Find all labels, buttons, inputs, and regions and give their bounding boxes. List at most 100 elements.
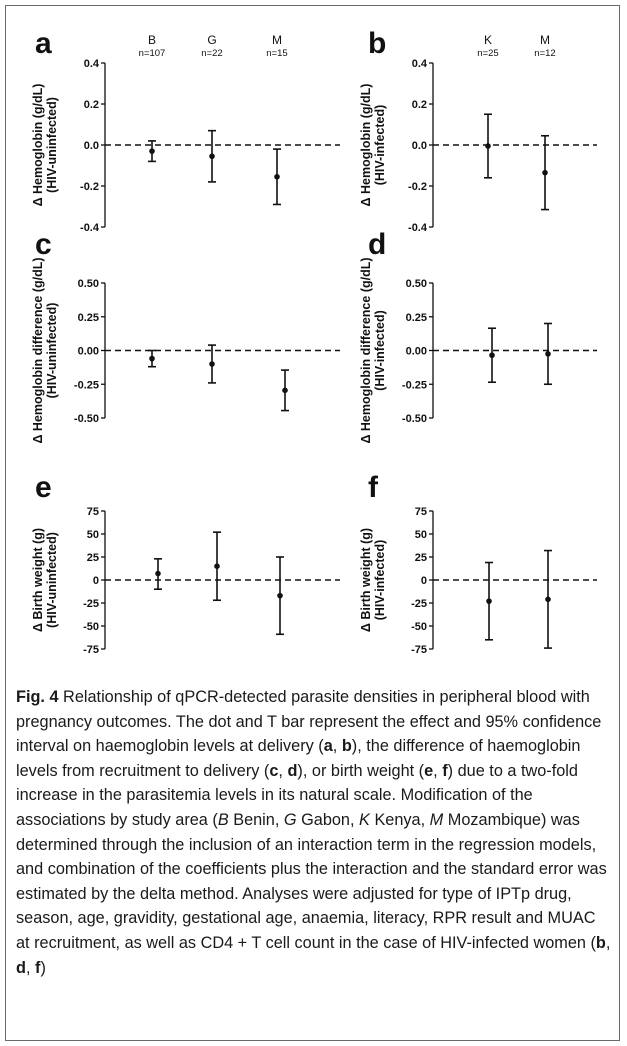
y-axis-label: Δ Birth weight (g) [31, 528, 45, 632]
caption-text: , [433, 761, 443, 780]
y-tick-label: 75 [87, 506, 99, 518]
caption-ref: b [341, 737, 352, 756]
y-axis-label: Δ Hemoglobin difference (g/dL) [31, 257, 45, 443]
caption-abbrev: G [283, 810, 297, 829]
caption-ref: e [424, 761, 434, 780]
y-axis-label: Δ Hemoglobin (g/dL) [359, 84, 373, 207]
y-axis-label: (HIV-uninfected) [45, 303, 59, 399]
group-label: K [484, 33, 492, 47]
data-point [209, 361, 215, 367]
caption-ref: a [323, 737, 333, 756]
group-n-label: n=25 [477, 48, 498, 59]
y-tick-label: -75 [411, 644, 427, 656]
y-tick-label: -0.2 [80, 181, 99, 193]
y-tick-label: -0.4 [408, 222, 428, 234]
group-label: G [207, 33, 216, 47]
y-tick-label: 0.4 [412, 58, 428, 70]
data-point [214, 563, 220, 569]
y-tick-label: 25 [415, 552, 427, 564]
panel-letter: f [368, 471, 379, 504]
y-axis-label: (HIV-uninfected) [45, 532, 59, 628]
y-tick-label: 50 [87, 529, 99, 541]
caption-ref: d [16, 958, 26, 977]
y-axis-label: (HIV-infected) [373, 105, 387, 186]
y-tick-label: -50 [83, 621, 99, 633]
y-tick-label: 0.00 [406, 346, 427, 358]
y-tick-label: 0.50 [406, 278, 427, 290]
figure-caption: Fig. 4 Relationship of qPCR-detected par… [16, 685, 612, 980]
caption-label: Fig. 4 [16, 688, 59, 706]
data-point [282, 387, 288, 394]
y-tick-label: -0.25 [74, 379, 99, 391]
caption-ref: d [287, 761, 298, 780]
y-tick-label: 50 [415, 529, 427, 541]
data-point [155, 570, 161, 577]
data-point [489, 352, 495, 359]
panel-letter: d [368, 228, 386, 261]
y-tick-label: 0 [93, 575, 99, 587]
y-tick-label: 0.2 [412, 99, 427, 111]
group-n-label: n=15 [266, 48, 287, 59]
caption-ref: f [442, 761, 448, 780]
figure-panels: a0.40.20.0-0.2-0.4Δ Hemoglobin (g/dL) (HI… [31, 27, 597, 656]
y-axis-label: Δ Birth weight (g) [359, 528, 373, 632]
group-label: M [540, 33, 550, 47]
y-tick-label: 0.25 [78, 312, 99, 324]
group-n-label: n=107 [139, 48, 166, 59]
group-n-label: n=22 [201, 48, 222, 59]
y-tick-label: -0.4 [80, 222, 100, 234]
y-axis-label: (HIV-infected) [373, 310, 387, 391]
caption-text: , [605, 933, 611, 952]
caption-ref: f [35, 958, 41, 977]
panel-letter: a [35, 27, 52, 60]
data-point [149, 148, 155, 154]
y-tick-label: -0.50 [74, 413, 99, 425]
figure-frame [5, 5, 620, 1041]
data-point [277, 592, 283, 599]
data-point [149, 355, 155, 362]
y-tick-label: -50 [411, 621, 427, 633]
caption-abbrev: K [359, 810, 370, 829]
y-tick-label: -75 [83, 644, 99, 656]
y-tick-label: 0.00 [78, 346, 99, 358]
caption-ref: c [269, 761, 279, 780]
caption-text: ), the difference of haemoglobin levels … [16, 737, 581, 780]
y-tick-label: 75 [415, 506, 427, 518]
y-tick-label: 0.2 [84, 99, 99, 111]
caption-text: Gabon, [296, 810, 360, 829]
y-axis-label: (HIV-uninfected) [45, 97, 59, 193]
panel-letter: e [35, 471, 52, 504]
caption-text: ), or birth weight ( [297, 761, 425, 780]
y-tick-label: -0.25 [402, 379, 427, 391]
caption-text: ) [40, 958, 46, 977]
y-tick-label: 0.4 [84, 58, 100, 70]
y-axis-label: Δ Hemoglobin (g/dL) [31, 84, 45, 207]
data-point [274, 173, 280, 180]
caption-text: Relationship of qPCR-detected parasite d… [16, 688, 602, 756]
data-point [209, 153, 215, 160]
caption-text: Kenya, [369, 810, 430, 829]
y-tick-label: -0.2 [408, 181, 427, 193]
y-tick-label: -25 [83, 598, 99, 610]
data-point [545, 351, 551, 357]
caption-text: Mozambique) was determined through the i… [16, 810, 607, 952]
caption-text: , [332, 737, 342, 756]
y-axis-label: Δ Hemoglobin difference (g/dL) [359, 257, 373, 443]
panel-letter: c [35, 228, 52, 261]
group-label: M [272, 33, 282, 47]
y-tick-label: -25 [411, 598, 427, 610]
caption-abbrev: B [217, 810, 229, 829]
y-tick-label: 25 [87, 552, 99, 564]
y-tick-label: 0.25 [406, 312, 427, 324]
y-tick-label: 0.50 [78, 278, 99, 290]
data-point [485, 143, 491, 149]
caption-text: Benin, [228, 810, 284, 829]
y-axis-label: (HIV-infected) [373, 540, 387, 621]
caption-text: ) due to a two-fold increase in the para… [16, 761, 578, 829]
caption-text: , [25, 958, 36, 977]
y-tick-label: -0.50 [402, 413, 427, 425]
data-point [486, 598, 492, 604]
y-tick-label: 0 [421, 575, 427, 587]
caption-abbrev: M [429, 810, 444, 829]
group-n-label: n=12 [534, 48, 555, 59]
